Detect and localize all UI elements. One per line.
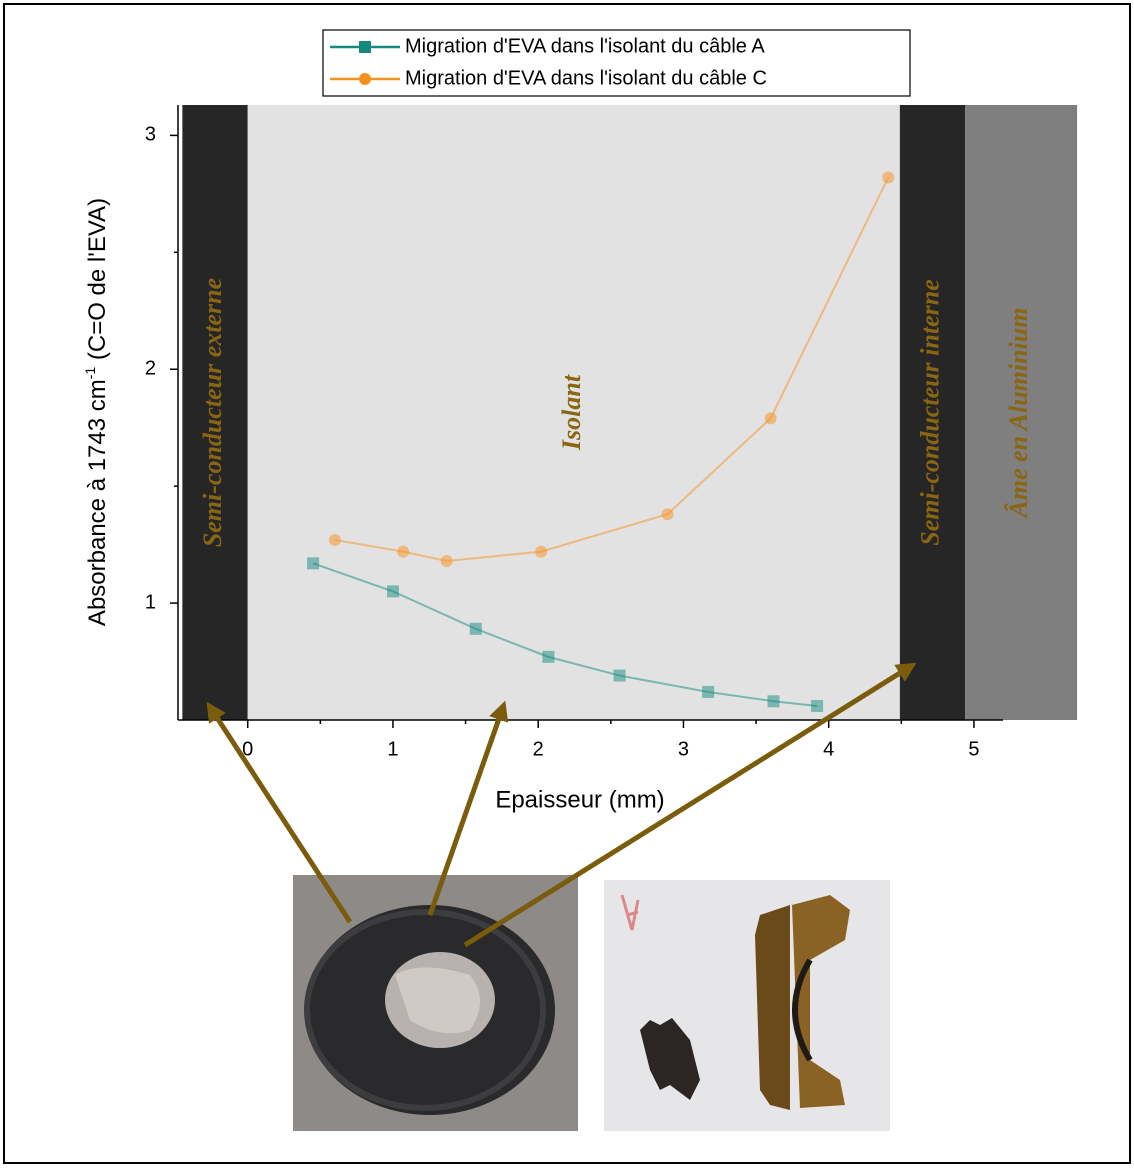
legend-label: Migration d'EVA dans l'isolant du câble … [405,67,767,89]
y-tick-label: 3 [145,124,156,146]
x-tick-label: 0 [242,738,253,760]
point [328,533,341,546]
point [882,171,895,184]
photo-ring [293,875,578,1131]
x-tick-label: 2 [533,738,544,760]
legend-label: Migration d'EVA dans l'isolant du câble … [405,35,765,57]
point [386,585,399,598]
y-axis-label-part: Absorbance à 1743 cm [84,379,111,626]
x-tick-label: 4 [823,738,834,760]
series-line [312,562,818,707]
arrows [206,662,917,948]
legend: Migration d'EVA dans l'isolant du câble … [322,29,911,97]
point [542,650,555,663]
region [965,105,1078,720]
y-tick-label: 1 [145,591,156,613]
region-label: Âme en Aluminium [1004,308,1033,520]
x-axis-label: Epaisseur (mm) [495,786,664,813]
region-label: Semi-conducteur interne [916,279,945,546]
region [247,105,900,720]
point [661,508,674,521]
point [535,545,548,558]
y-axis-label-part: (C=O de l'EVA) [84,198,111,367]
point [469,622,482,635]
frame [3,3,1131,1164]
photo-slices [604,880,890,1131]
point [307,557,320,570]
point [613,669,626,682]
legend-marker [359,73,371,85]
point [440,554,453,567]
y-axis-label-part: -1 [82,367,98,380]
x-tick-label: 3 [678,738,689,760]
point [811,699,824,712]
legend-marker [359,41,371,53]
plot: Semi-conducteur externe Isolant Semi-condu… [82,105,1078,813]
y-tick-label: 2 [145,358,156,380]
point [767,695,780,708]
legend-box [322,29,911,97]
region-label: Semi-conducteur externe [198,278,227,547]
point [702,685,715,698]
region [182,105,248,720]
x-tick-label: 1 [387,738,398,760]
x-tick-label: 5 [968,738,979,760]
y-axis-label: Absorbance à 1743 cm-1 (C=O de l'EVA) [82,198,112,626]
region-label: Isolant [557,374,586,451]
region [899,105,966,720]
point [397,545,410,558]
point [764,412,777,425]
